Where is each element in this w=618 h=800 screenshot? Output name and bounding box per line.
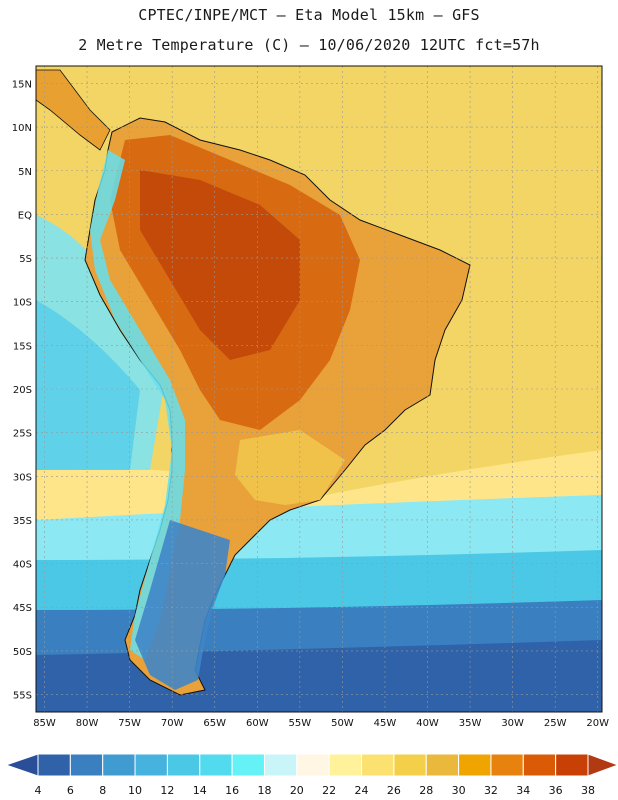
colorbar-swatch bbox=[102, 753, 136, 777]
lat-label: 15S bbox=[13, 341, 32, 352]
colorbar-swatch bbox=[425, 753, 460, 777]
colorbar-swatch bbox=[361, 753, 395, 777]
colorbar-label: 38 bbox=[581, 784, 595, 797]
colorbar-label: 18 bbox=[257, 784, 271, 797]
lat-label: EQ bbox=[18, 210, 32, 221]
colorbar-swatch bbox=[134, 753, 168, 777]
colorbar-label: 12 bbox=[160, 784, 174, 797]
colorbar-swatch bbox=[490, 753, 524, 777]
southern-brazil bbox=[235, 430, 345, 505]
lon-label: 55W bbox=[289, 718, 312, 729]
lon-label: 70W bbox=[161, 718, 184, 729]
lon-label: 75W bbox=[118, 718, 141, 729]
colorbar-label: 28 bbox=[419, 784, 433, 797]
lon-label: 50W bbox=[331, 718, 354, 729]
lon-label: 85W bbox=[33, 718, 56, 729]
colorbar-high-arrow bbox=[587, 753, 618, 777]
lon-label: 60W bbox=[246, 718, 269, 729]
lat-label: 40S bbox=[13, 560, 32, 571]
lat-label: 20S bbox=[13, 385, 32, 396]
lat-label: 10S bbox=[13, 298, 32, 309]
central-america bbox=[36, 69, 111, 151]
colorbar-label: 30 bbox=[452, 784, 466, 797]
pacific-cool-current-inner bbox=[36, 300, 140, 470]
colorbar-label: 32 bbox=[484, 784, 498, 797]
patagonia-cold bbox=[135, 520, 230, 690]
lat-label: 5N bbox=[18, 167, 32, 178]
colorbar-swatch bbox=[522, 753, 557, 777]
lat-label: 15N bbox=[12, 79, 32, 90]
latitude-labels: 15N 10N 5N EQ 5S 10S 15S 20S 25S 30S 35S 40S 45S 50S 5… bbox=[12, 79, 32, 701]
colorbar-label: 22 bbox=[322, 784, 336, 797]
lat-label: 45S bbox=[13, 603, 32, 614]
lat-label: 30S bbox=[13, 472, 32, 483]
colorbar-swatch bbox=[166, 753, 201, 777]
colorbar-label: 36 bbox=[549, 784, 563, 797]
colorbar-label: 34 bbox=[516, 784, 530, 797]
colorbar-label: 16 bbox=[225, 784, 239, 797]
colorbar-swatch bbox=[37, 753, 71, 777]
longitude-labels: 85W 80W 75W 70W 65W 60W 55W 50W 45W 40W 35W 30W 25W 2… bbox=[33, 718, 609, 729]
andes-cool-strip bbox=[90, 150, 185, 660]
colorbar-label: 20 bbox=[290, 784, 304, 797]
hottest-core bbox=[140, 170, 300, 360]
colorbar-label: 8 bbox=[99, 784, 106, 797]
lat-label: 55S bbox=[13, 691, 32, 702]
colorbar-swatch bbox=[393, 753, 427, 777]
lat-label: 50S bbox=[13, 647, 32, 658]
lon-label: 80W bbox=[76, 718, 99, 729]
colorbar-label: 26 bbox=[387, 784, 401, 797]
colorbar-label: 24 bbox=[355, 784, 369, 797]
lon-label: 45W bbox=[374, 718, 397, 729]
title-line-2: 2 Metre Temperature (C) – 10/06/2020 12U… bbox=[78, 36, 540, 54]
lon-label: 40W bbox=[416, 718, 439, 729]
colorbar-swatch bbox=[263, 753, 298, 777]
colorbar-swatch bbox=[231, 753, 265, 777]
colorbar-swatch bbox=[69, 753, 104, 777]
colorbar-label: 4 bbox=[35, 784, 42, 797]
lon-label: 25W bbox=[544, 718, 567, 729]
colorbar-swatch bbox=[555, 753, 589, 777]
lat-label: 35S bbox=[13, 516, 32, 527]
lat-label: 5S bbox=[19, 254, 32, 265]
colorbar-swatch bbox=[296, 753, 330, 777]
colorbar-low-arrow bbox=[4, 753, 39, 777]
lon-label: 30W bbox=[501, 718, 524, 729]
colorbar-label: 6 bbox=[67, 784, 74, 797]
graticule bbox=[36, 66, 602, 712]
lon-label: 20W bbox=[586, 718, 609, 729]
colorbar-swatch bbox=[458, 753, 492, 777]
colorbar-label: 14 bbox=[193, 784, 207, 797]
colorbar-label: 10 bbox=[128, 784, 142, 797]
map-frame bbox=[35, 65, 603, 713]
lon-label: 65W bbox=[203, 718, 226, 729]
colorbar-swatch bbox=[328, 753, 363, 777]
lon-label: 35W bbox=[459, 718, 482, 729]
lat-label: 10N bbox=[12, 123, 32, 134]
lat-label: 25S bbox=[13, 429, 32, 440]
title-line-1: CPTEC/INPE/MCT – Eta Model 15km – GFS bbox=[138, 6, 480, 24]
colorbar-swatch bbox=[199, 753, 233, 777]
